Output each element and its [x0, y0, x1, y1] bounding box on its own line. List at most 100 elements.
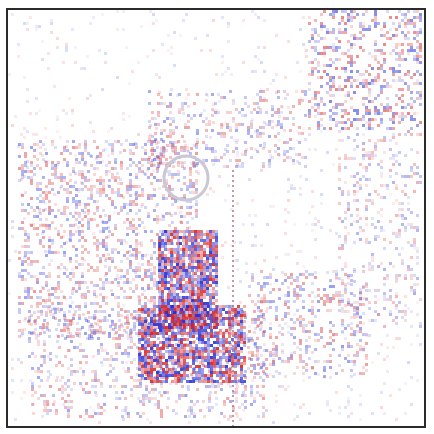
saliency-pixel [156, 380, 159, 383]
saliency-pixel [105, 278, 108, 281]
saliency-pixel [31, 367, 34, 370]
saliency-pixel [192, 185, 195, 188]
saliency-pixel [265, 367, 268, 370]
saliency-pixel [84, 239, 87, 242]
saliency-pixel [84, 143, 87, 146]
saliency-pixel [269, 373, 272, 376]
saliency-pixel [254, 13, 257, 16]
saliency-pixel [196, 388, 199, 391]
saliency-pixel [141, 329, 144, 332]
saliency-pixel [226, 150, 229, 153]
saliency-pixel [49, 313, 52, 316]
saliency-pixel [173, 31, 176, 34]
saliency-pixel [290, 352, 293, 355]
saliency-pixel [67, 406, 70, 409]
saliency-pixel [256, 102, 259, 105]
saliency-pixel [130, 346, 133, 349]
saliency-pixel [189, 212, 192, 215]
saliency-pixel [174, 335, 177, 338]
saliency-pixel [182, 317, 185, 320]
saliency-pixel [217, 111, 220, 114]
saliency-pixel [44, 127, 47, 130]
saliency-pixel [356, 79, 359, 82]
saliency-pixel [87, 209, 90, 212]
saliency-pixel [263, 330, 266, 333]
saliency-pixel [11, 13, 14, 16]
saliency-pixel [317, 309, 320, 312]
saliency-pixel [145, 385, 148, 388]
saliency-pixel [110, 289, 113, 292]
saliency-pixel [350, 327, 353, 330]
saliency-pixel [195, 143, 198, 146]
saliency-pixel [185, 302, 188, 305]
saliency-pixel [82, 370, 85, 373]
saliency-pixel [398, 202, 401, 205]
saliency-pixel [78, 203, 81, 206]
saliency-pixel [200, 299, 203, 302]
saliency-pixel [48, 293, 51, 296]
saliency-pixel [353, 199, 356, 202]
saliency-pixel [244, 376, 247, 379]
saliency-pixel [170, 251, 173, 254]
saliency-pixel [380, 64, 383, 67]
saliency-pixel [212, 257, 215, 260]
saliency-pixel [235, 147, 238, 150]
saliency-pixel [277, 147, 280, 150]
saliency-pixel [157, 156, 160, 159]
saliency-pixel [215, 301, 218, 304]
saliency-pixel [176, 278, 179, 281]
saliency-pixel [85, 319, 88, 322]
saliency-pixel [100, 319, 103, 322]
saliency-pixel [305, 345, 308, 348]
saliency-pixel [61, 334, 64, 337]
saliency-pixel [392, 265, 395, 268]
saliency-pixel [293, 223, 296, 226]
saliency-pixel [108, 281, 111, 284]
saliency-pixel [389, 37, 392, 40]
saliency-pixel [362, 166, 365, 169]
saliency-pixel [308, 211, 311, 214]
saliency-pixel [90, 155, 93, 158]
saliency-pixel [167, 269, 170, 272]
saliency-pixel [329, 297, 332, 300]
saliency-pixel [126, 296, 129, 299]
saliency-pixel [153, 296, 156, 299]
saliency-pixel [124, 385, 127, 388]
saliency-pixel [36, 278, 39, 281]
saliency-pixel [153, 194, 156, 197]
saliency-pixel [259, 90, 262, 93]
saliency-pixel [341, 220, 344, 223]
saliency-pixel [192, 287, 195, 290]
saliency-pixel [201, 326, 204, 329]
saliency-pixel [89, 94, 92, 97]
saliency-pixel [239, 280, 242, 283]
saliency-pixel [162, 305, 165, 308]
saliency-pixel [344, 157, 347, 160]
saliency-pixel [280, 105, 283, 108]
saliency-pixel [130, 328, 133, 331]
saliency-pixel [161, 275, 164, 278]
saliency-pixel [71, 322, 74, 325]
saliency-pixel [206, 94, 209, 97]
saliency-pixel [200, 112, 203, 115]
saliency-pixel [206, 275, 209, 278]
saliency-pixel [60, 329, 63, 332]
saliency-pixel [386, 355, 389, 358]
saliency-pixel [389, 262, 392, 265]
saliency-pixel [142, 394, 145, 397]
saliency-pixel [56, 376, 59, 379]
saliency-pixel [359, 226, 362, 229]
saliency-pixel [188, 320, 191, 323]
saliency-pixel [179, 299, 182, 302]
saliency-pixel [347, 282, 350, 285]
saliency-pixel [344, 406, 347, 409]
saliency-pixel [350, 360, 353, 363]
saliency-pixel [359, 163, 362, 166]
saliency-pixel [126, 185, 129, 188]
saliency-pixel [365, 333, 368, 336]
saliency-pixel [368, 193, 371, 196]
saliency-pixel [164, 233, 167, 236]
saliency-pixel [179, 211, 182, 214]
saliency-pixel [244, 388, 247, 391]
saliency-pixel [102, 245, 105, 248]
